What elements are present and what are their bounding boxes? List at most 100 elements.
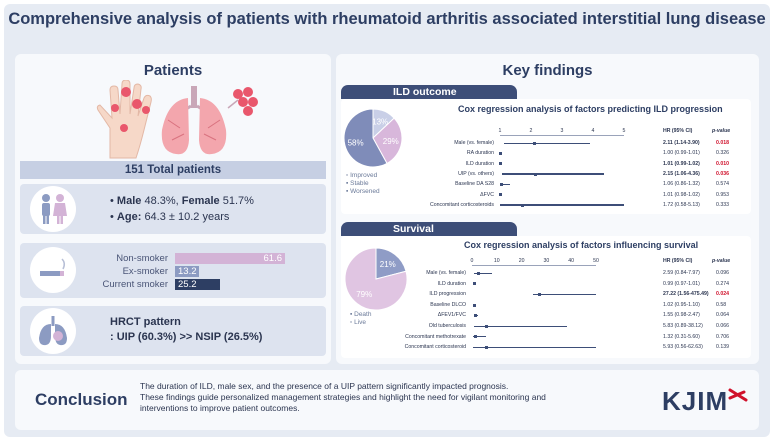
axis-tick-ild-table-0: 1 <box>498 128 502 134</box>
hand-icon <box>96 80 152 159</box>
kjim-logo-mark <box>728 388 748 402</box>
ild-outcome-tab: ILD outcome <box>341 85 517 99</box>
surv-pie-label-0: 21% <box>380 260 396 269</box>
row-hr-surv-table-0: 2.59 (0.84-7.97) <box>663 270 700 276</box>
ci-point-ild-table-2 <box>498 162 502 166</box>
conclusion-box <box>15 370 759 430</box>
ci-line-ild-table-0 <box>504 142 590 144</box>
survival-box <box>341 236 751 358</box>
ild-pie-slice-2 <box>343 108 388 168</box>
legend-live: ▫ Live <box>350 319 367 326</box>
row-hr-surv-table-2: 27.22 (1.56-475.49) <box>663 291 709 298</box>
patients-heading: Patients <box>143 62 203 79</box>
row-hr-surv-table-4: 1.55 (0.98-2.47) <box>663 312 700 319</box>
hrct-icon-bg <box>30 308 76 354</box>
page-title: Comprehensive analysis of patients with … <box>8 10 766 28</box>
row-hr-ild-table-6: 1.72 (0.58-5.13) <box>663 201 700 208</box>
row-p-surv-table-4: 0.064 <box>716 312 729 319</box>
lung-ct-icon <box>39 316 67 346</box>
hr-header-ild-table: HR (95% CI) <box>663 128 693 134</box>
legend-death: ▪ Death <box>350 311 372 318</box>
row-p-surv-table-3: 0.58 <box>716 301 727 308</box>
ci-line-surv-table-7 <box>473 346 596 349</box>
axis-tick-ild-table-3: 4 <box>591 128 595 134</box>
hand-lung-illustration <box>96 80 258 159</box>
ci-line-ild-table-4 <box>500 183 510 186</box>
axis-tick-surv-table-3: 30 <box>543 258 550 264</box>
row-label-ild-table-6: Concomitant corticosteroids <box>429 201 494 208</box>
ci-point-ild-table-4 <box>500 182 504 186</box>
survival-tab: Survival <box>341 222 517 236</box>
row-label-surv-table-1: ILD duration <box>437 280 466 287</box>
sex-line: • Male 48.3%, Female 51.7% <box>110 195 254 207</box>
axis-line-ild-table <box>500 135 624 136</box>
legend-stable: ▪ Stable <box>346 180 369 187</box>
row-hr-ild-table-3: 2.15 (1.06-4.36) <box>663 170 700 177</box>
row-p-ild-table-0: 0.018 <box>716 140 729 146</box>
conclusion-line-2: These findings guide personalized manage… <box>140 392 546 402</box>
ild-outcome-pie: 13% 29% 58% <box>343 108 403 168</box>
legend-improved: ▫ Improved <box>346 172 378 179</box>
conclusion-line-1: The duration of ILD, male sex, and the p… <box>140 381 509 391</box>
ci-point-ild-table-1 <box>498 152 502 155</box>
row-p-ild-table-6: 0.333 <box>716 201 729 208</box>
row-label-surv-table-4: ΔFEV1/FVC <box>437 312 466 319</box>
row-p-ild-table-2: 0.010 <box>716 160 729 167</box>
axis-tick-ild-table-4: 5 <box>622 128 626 134</box>
ci-line-surv-table-0 <box>474 272 492 274</box>
male-female-icon <box>42 194 67 224</box>
ci-point-surv-table-2 <box>538 292 541 296</box>
smoking-label-0: Non-smoker <box>116 253 168 264</box>
ci-line-surv-table-6 <box>472 336 486 338</box>
conclusion-text: The duration of ILD, male sex, and the p… <box>140 381 610 414</box>
row-label-ild-table-5: ΔFVC <box>480 191 494 198</box>
ild-outcome-box <box>341 99 751 214</box>
ci-point-surv-table-4 <box>474 314 478 318</box>
hrct-heading: HRCT pattern <box>110 316 181 328</box>
axis-tick-ild-table-2: 3 <box>560 128 564 134</box>
ci-point-ild-table-0 <box>532 141 536 145</box>
row-hr-ild-table-4: 1.06 (0.86-1.32) <box>663 181 700 188</box>
ild-pie-label-2: 58% <box>348 138 364 147</box>
p-header-surv-table: p-value <box>712 258 731 264</box>
row-p-surv-table-2: 0.024 <box>716 291 729 298</box>
legend-worsened: ▪ Worsened <box>346 188 380 195</box>
ci-point-surv-table-3 <box>473 303 477 307</box>
row-hr-ild-table-1: 1.00 (0.99-1.01) <box>663 150 700 157</box>
ild-pie-slice-1 <box>372 117 403 165</box>
ild-pie-label-1: 29% <box>383 137 399 146</box>
p-header-ild-table: p-value <box>712 128 731 134</box>
row-hr-ild-table-0: 2.11 (1.14-3.90) <box>663 140 700 146</box>
smoking-value-0: 61.6 <box>263 253 283 264</box>
lungs-icon <box>161 86 227 155</box>
row-p-ild-table-1: 0.326 <box>716 150 729 157</box>
ild-pie-label-0: 13% <box>372 117 388 126</box>
conclusion-heading: Conclusion <box>35 390 128 409</box>
ci-point-ild-table-5 <box>498 193 502 197</box>
ci-point-ild-table-3 <box>534 172 538 176</box>
ci-line-surv-table-2 <box>532 293 596 296</box>
row-hr-ild-table-2: 1.01 (0.99-1.02) <box>663 160 700 167</box>
row-hr-surv-table-6: 1.32 (0.31-5.60) <box>663 333 700 340</box>
age-line: • Age: 64.3 ± 10.2 years <box>110 211 230 223</box>
smoking-bar-1: 13.2 <box>175 266 199 277</box>
row-label-surv-table-3: Baseline DLCO <box>430 301 466 308</box>
ci-line-ild-table-6 <box>500 204 624 206</box>
ci-line-surv-table-5 <box>474 325 567 327</box>
smoking-value-1: 13.2 <box>178 266 197 277</box>
axis-tick-surv-table-0: 0 <box>470 258 474 264</box>
kjim-logo: KJIM <box>662 386 729 416</box>
row-p-surv-table-0: 0.096 <box>716 270 729 276</box>
surv-pie-slice-1 <box>344 247 408 311</box>
row-p-surv-table-5: 0.066 <box>716 323 729 329</box>
smoking-bar-2: 25.2 <box>175 279 220 290</box>
axis-tick-surv-table-4: 40 <box>568 258 575 264</box>
alveoli-icon <box>227 87 258 116</box>
row-label-ild-table-4: Baseline DA S28 <box>455 181 494 188</box>
row-p-surv-table-7: 0.139 <box>716 344 729 351</box>
surv-pie-slice-0 <box>375 247 407 280</box>
ci-point-surv-table-7 <box>485 345 489 349</box>
smoking-bar-0: 61.6 <box>175 253 285 264</box>
ci-point-surv-table-6 <box>473 335 477 339</box>
row-label-ild-table-0: Male (vs. female) <box>454 140 494 146</box>
